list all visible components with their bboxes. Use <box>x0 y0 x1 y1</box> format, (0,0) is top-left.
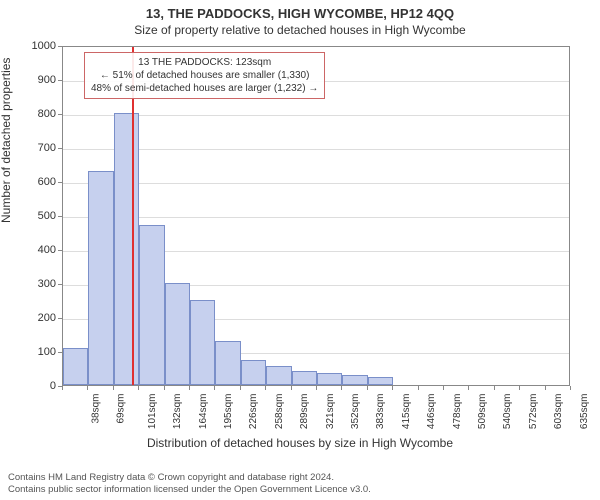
footer-line2: Contains public sector information licen… <box>8 484 371 496</box>
histogram-bar <box>215 341 240 385</box>
x-tick-mark <box>545 386 546 390</box>
y-tick-label: 300 <box>16 278 56 290</box>
x-tick-label: 289sqm <box>299 394 310 430</box>
x-tick-label: 540sqm <box>502 394 513 430</box>
x-tick-mark <box>519 386 520 390</box>
footer-attribution: Contains HM Land Registry data © Crown c… <box>8 472 371 496</box>
chart-subtitle: Size of property relative to detached ho… <box>0 21 600 41</box>
x-tick-mark <box>570 386 571 390</box>
histogram-bar <box>342 375 367 385</box>
y-tick-mark <box>58 284 62 285</box>
x-tick-label: 383sqm <box>375 394 386 430</box>
x-tick-label: 258sqm <box>274 394 285 430</box>
x-tick-mark <box>291 386 292 390</box>
histogram-bar <box>63 348 88 385</box>
histogram-bar <box>190 300 215 385</box>
property-annotation: 13 THE PADDOCKS: 123sqm ← 51% of detache… <box>84 52 325 99</box>
x-tick-label: 603sqm <box>553 394 564 430</box>
x-tick-mark <box>265 386 266 390</box>
x-tick-mark <box>113 386 114 390</box>
x-tick-mark <box>164 386 165 390</box>
histogram-bar <box>368 377 393 386</box>
x-tick-mark <box>62 386 63 390</box>
x-tick-label: 132sqm <box>172 394 183 430</box>
page-title: 13, THE PADDOCKS, HIGH WYCOMBE, HP12 4QQ <box>0 0 600 21</box>
x-tick-mark <box>341 386 342 390</box>
y-tick-mark <box>58 216 62 217</box>
y-tick-label: 600 <box>16 176 56 188</box>
x-tick-label: 195sqm <box>223 394 234 430</box>
x-tick-label: 226sqm <box>248 394 259 430</box>
y-tick-mark <box>58 46 62 47</box>
x-tick-mark <box>418 386 419 390</box>
y-tick-label: 500 <box>16 210 56 222</box>
histogram-bar <box>139 225 164 385</box>
y-tick-label: 100 <box>16 346 56 358</box>
x-tick-mark <box>494 386 495 390</box>
x-tick-label: 69sqm <box>116 394 127 424</box>
y-tick-label: 0 <box>16 380 56 392</box>
x-tick-label: 321sqm <box>325 394 336 430</box>
x-tick-label: 635sqm <box>579 394 590 430</box>
x-tick-label: 352sqm <box>350 394 361 430</box>
x-tick-mark <box>367 386 368 390</box>
x-tick-mark <box>189 386 190 390</box>
x-tick-label: 415sqm <box>401 394 412 430</box>
x-tick-label: 38sqm <box>91 394 102 424</box>
x-axis-label: Distribution of detached houses by size … <box>0 436 600 450</box>
y-tick-label: 800 <box>16 108 56 120</box>
footer-line1: Contains HM Land Registry data © Crown c… <box>8 472 371 484</box>
y-tick-label: 900 <box>16 74 56 86</box>
annotation-line1: 13 THE PADDOCKS: 123sqm <box>91 56 318 69</box>
histogram-bar <box>266 366 291 385</box>
x-tick-mark <box>214 386 215 390</box>
histogram-bar <box>292 371 317 385</box>
y-tick-label: 200 <box>16 312 56 324</box>
annotation-line2: ← 51% of detached houses are smaller (1,… <box>91 69 318 82</box>
y-tick-mark <box>58 80 62 81</box>
y-axis-label: Number of detached properties <box>0 58 13 223</box>
y-tick-mark <box>58 182 62 183</box>
y-tick-label: 700 <box>16 142 56 154</box>
x-tick-mark <box>316 386 317 390</box>
x-tick-mark <box>138 386 139 390</box>
histogram-bar <box>241 360 266 386</box>
histogram-bar <box>165 283 190 385</box>
histogram-bar <box>114 113 139 385</box>
x-tick-label: 446sqm <box>426 394 437 430</box>
y-tick-mark <box>58 114 62 115</box>
x-tick-mark <box>443 386 444 390</box>
x-tick-label: 164sqm <box>198 394 209 430</box>
x-tick-label: 101sqm <box>147 394 158 430</box>
x-tick-mark <box>240 386 241 390</box>
x-tick-label: 478sqm <box>452 394 463 430</box>
y-tick-mark <box>58 148 62 149</box>
y-tick-label: 400 <box>16 244 56 256</box>
annotation-line3: 48% of semi-detached houses are larger (… <box>91 82 318 95</box>
x-tick-label: 572sqm <box>528 394 539 430</box>
x-tick-mark <box>392 386 393 390</box>
x-tick-mark <box>87 386 88 390</box>
histogram-bar <box>317 373 342 385</box>
x-tick-mark <box>468 386 469 390</box>
y-tick-mark <box>58 250 62 251</box>
y-tick-mark <box>58 318 62 319</box>
histogram-bar <box>88 171 113 385</box>
y-tick-mark <box>58 352 62 353</box>
x-tick-label: 509sqm <box>477 394 488 430</box>
y-tick-label: 1000 <box>16 40 56 52</box>
